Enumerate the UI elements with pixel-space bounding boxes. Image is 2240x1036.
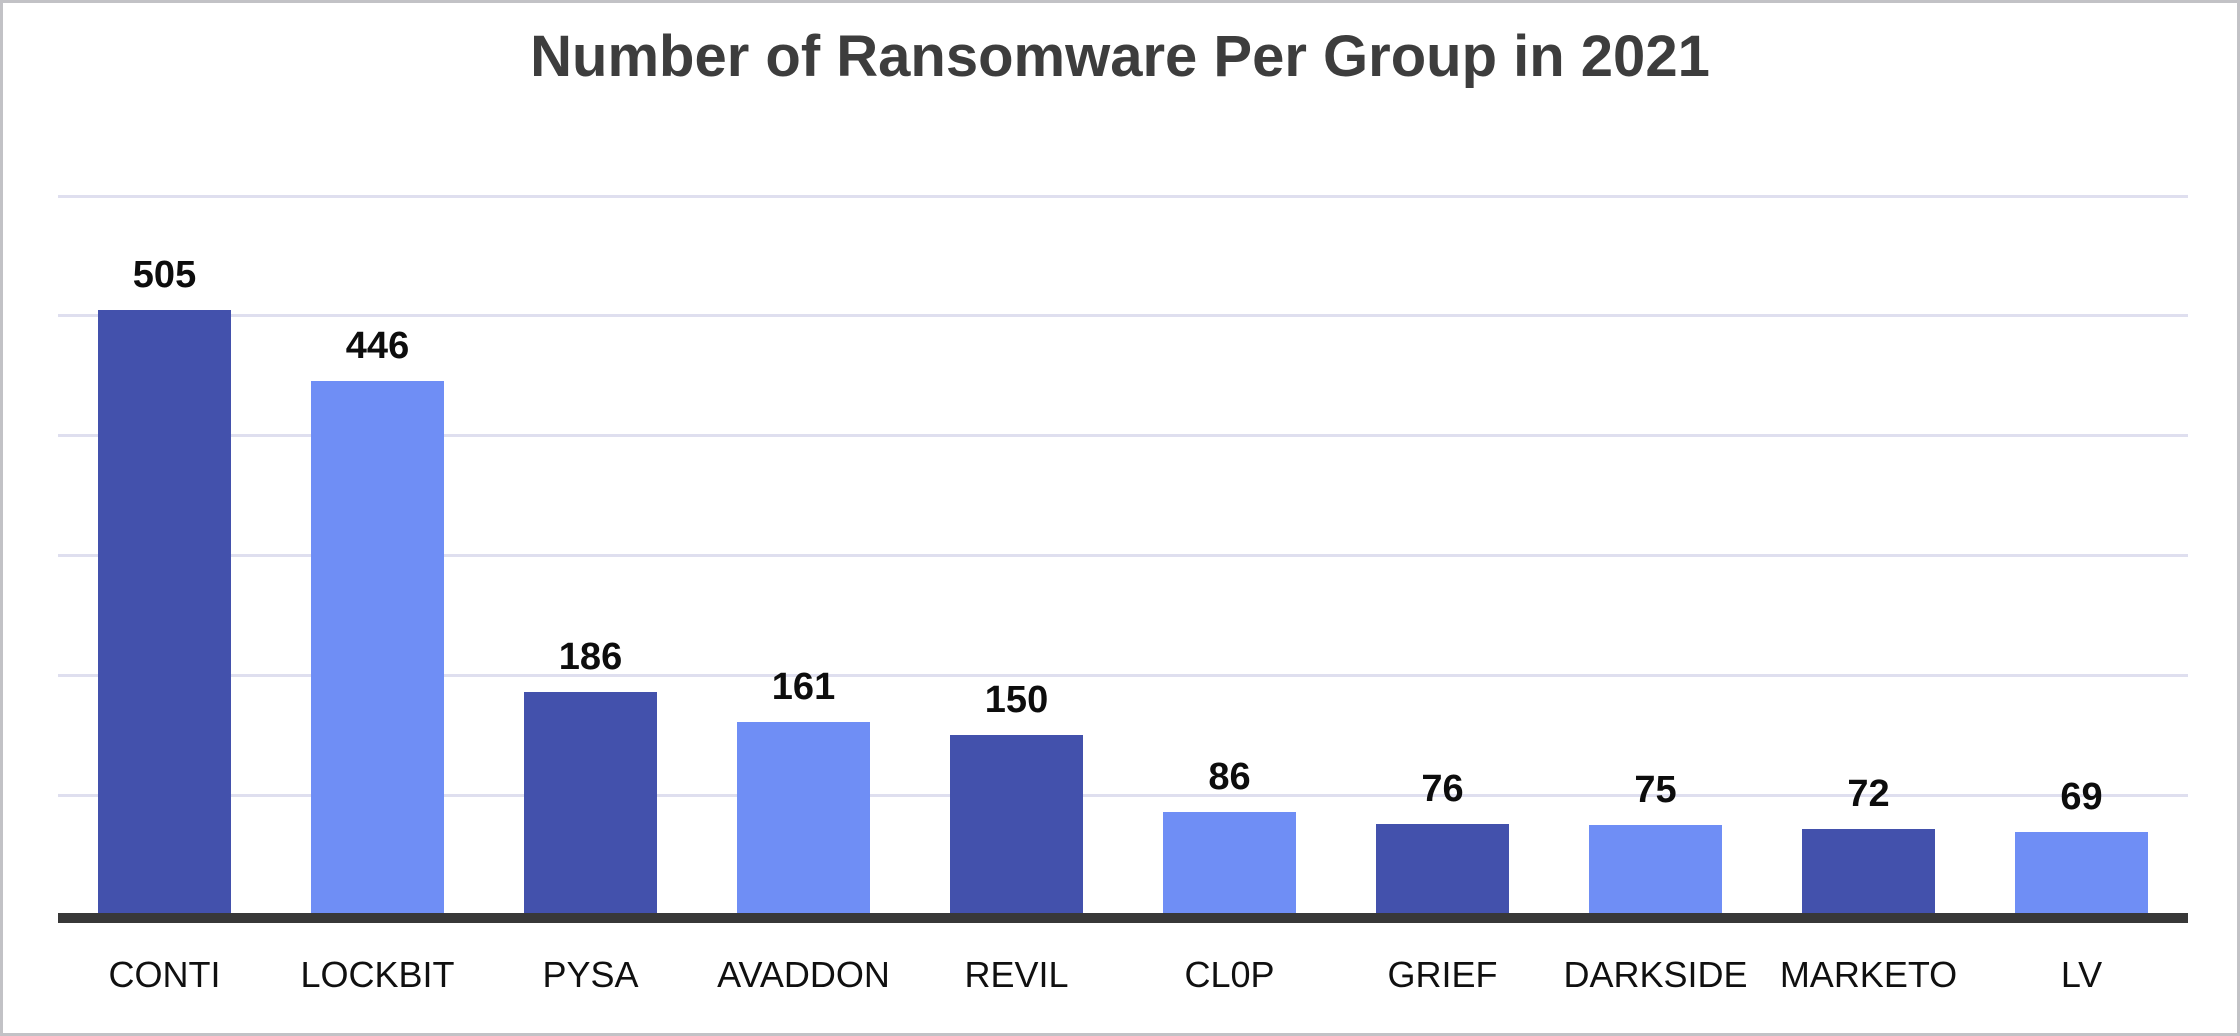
bar-value-label: 69 <box>2060 776 2103 819</box>
bar-slot: 505 <box>58 196 271 917</box>
category-label-cl0p: CL0P <box>1184 954 1275 995</box>
bar-conti <box>98 309 231 917</box>
bar-revil <box>950 735 1083 917</box>
category-label-marketo: MARKETO <box>1779 954 1958 995</box>
bar-cl0p <box>1163 811 1296 917</box>
bar-value-label: 86 <box>1208 755 1251 798</box>
bar-slot: 86 <box>1123 196 1336 917</box>
bar-darkside <box>1589 825 1722 917</box>
bar-value-label: 186 <box>558 636 623 679</box>
category-label-avaddon: AVADDON <box>717 954 890 995</box>
gridline <box>58 673 2188 677</box>
category-labels-row: CONTI LOCKBIT PYSA AVADDON REVIL CL0P GRIEF DAR… <box>58 945 2188 1005</box>
category-label-darkside: DARKSIDE <box>1563 954 1748 995</box>
bar-grief <box>1376 823 1509 917</box>
bar-slot: 150 <box>910 196 1123 917</box>
bar-slot: 75 <box>1549 196 1762 917</box>
bar-marketo <box>1802 828 1935 917</box>
category-label-pysa: PYSA <box>542 954 639 995</box>
bar-slot: 72 <box>1762 196 1975 917</box>
bar-value-label: 76 <box>1421 767 1464 810</box>
bar-slot: 446 <box>271 196 484 917</box>
bar-value-label: 75 <box>1634 769 1677 812</box>
bar-slot: 69 <box>1975 196 2188 917</box>
category-label-conti: CONTI <box>108 954 221 995</box>
bar-value-label: 150 <box>984 679 1049 722</box>
gridline <box>58 434 2188 438</box>
gridline <box>58 554 2188 557</box>
bar-pysa <box>524 692 657 917</box>
bar-lv <box>2015 832 2148 917</box>
bar-value-label: 72 <box>1847 772 1890 815</box>
gridline <box>58 194 2188 198</box>
category-label-lv: LV <box>2060 954 2103 995</box>
bar-slot: 186 <box>484 196 697 917</box>
category-label-lockbit: LOCKBIT <box>300 954 455 995</box>
bar-value-label: 161 <box>771 666 836 709</box>
bar-slot: 161 <box>697 196 910 917</box>
category-label-grief: GRIEF <box>1387 954 1498 995</box>
chart-title: Number of Ransomware Per Group in 2021 <box>530 24 1710 89</box>
bar-value-label: 505 <box>132 253 197 296</box>
bar-value-label: 446 <box>345 324 410 367</box>
plot-area: 505 446 186 161 150 86 76 75 72 69 <box>58 194 2188 917</box>
gridline <box>58 314 2188 318</box>
bar-slot: 76 <box>1336 196 1549 917</box>
bar-avaddon <box>737 722 870 917</box>
gridline <box>58 793 2188 797</box>
category-label-revil: REVIL <box>964 954 1069 995</box>
bar-lockbit <box>311 380 444 917</box>
x-axis-line <box>58 913 2188 923</box>
